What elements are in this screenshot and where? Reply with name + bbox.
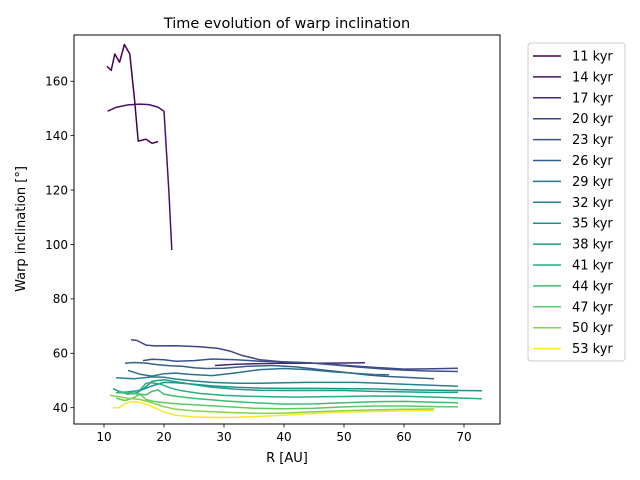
- y-tick-label-5: 140: [45, 129, 68, 143]
- series-line-10: [116, 381, 483, 400]
- x-tick-label-5: 60: [396, 430, 411, 444]
- series-line-7: [115, 376, 459, 387]
- x-tick-label-4: 50: [336, 430, 351, 444]
- series-line-4: [142, 358, 459, 373]
- legend-label-9: 38 kyr: [572, 238, 613, 253]
- series-line-11: [118, 389, 459, 405]
- x-tick-label-0: 10: [96, 430, 111, 444]
- y-tick-label-1: 60: [53, 347, 68, 361]
- series-line-8: [115, 381, 483, 394]
- x-tick-label-1: 20: [156, 430, 171, 444]
- x-tick-label-3: 40: [276, 430, 291, 444]
- series-line-6: [127, 367, 390, 377]
- series-line-5: [124, 361, 435, 380]
- series-line-14: [113, 400, 435, 419]
- series-line-2: [214, 362, 366, 367]
- y-tick-label-4: 120: [45, 183, 68, 197]
- legend-label-5: 26 kyr: [572, 154, 613, 169]
- y-axis-label: Warp inclination [°]: [14, 166, 29, 292]
- x-tick-label-6: 70: [456, 430, 471, 444]
- legend-label-6: 29 kyr: [572, 175, 613, 190]
- series-line-1: [107, 103, 173, 250]
- series-line-3: [130, 338, 459, 370]
- y-axis: 40 60 80 100 120 140 160: [45, 75, 74, 415]
- legend-label-7: 32 kyr: [572, 196, 613, 211]
- y-tick-label-0: 40: [53, 401, 68, 415]
- series-line-9: [112, 378, 458, 395]
- series-line-0: [106, 43, 159, 145]
- x-axis-label: R [AU]: [266, 451, 308, 466]
- legend-label-10: 41 kyr: [572, 259, 613, 274]
- y-tick-label-6: 160: [45, 75, 68, 89]
- axes-frame: [73, 34, 501, 425]
- legend-label-4: 23 kyr: [572, 133, 613, 148]
- legend-label-14: 53 kyr: [572, 342, 613, 357]
- plot-area: [106, 43, 483, 419]
- legend-label-11: 44 kyr: [572, 279, 613, 294]
- series-line-13: [109, 394, 435, 415]
- y-tick-label-3: 100: [45, 238, 68, 252]
- y-tick-label-2: 80: [53, 292, 68, 306]
- legend-label-3: 20 kyr: [572, 112, 613, 127]
- legend-frame: [527, 42, 626, 362]
- legend-label-0: 11 kyr: [572, 50, 613, 65]
- x-tick-label-2: 30: [216, 430, 231, 444]
- legend-label-12: 47 kyr: [572, 300, 613, 315]
- chart-title: Time evolution of warp inclination: [163, 16, 410, 32]
- legend-label-2: 17 kyr: [572, 91, 613, 106]
- legend-label-13: 50 kyr: [572, 321, 613, 336]
- series-line-12: [115, 393, 459, 410]
- x-axis: 10 20 30 40 50 60 70: [96, 424, 472, 444]
- legend-label-8: 35 kyr: [572, 217, 613, 232]
- legend-label-1: 14 kyr: [572, 70, 613, 85]
- legend: 11 kyr 14 kyr 17 kyr 20 kyr 23 kyr 26 kyr 29 k…: [527, 42, 626, 362]
